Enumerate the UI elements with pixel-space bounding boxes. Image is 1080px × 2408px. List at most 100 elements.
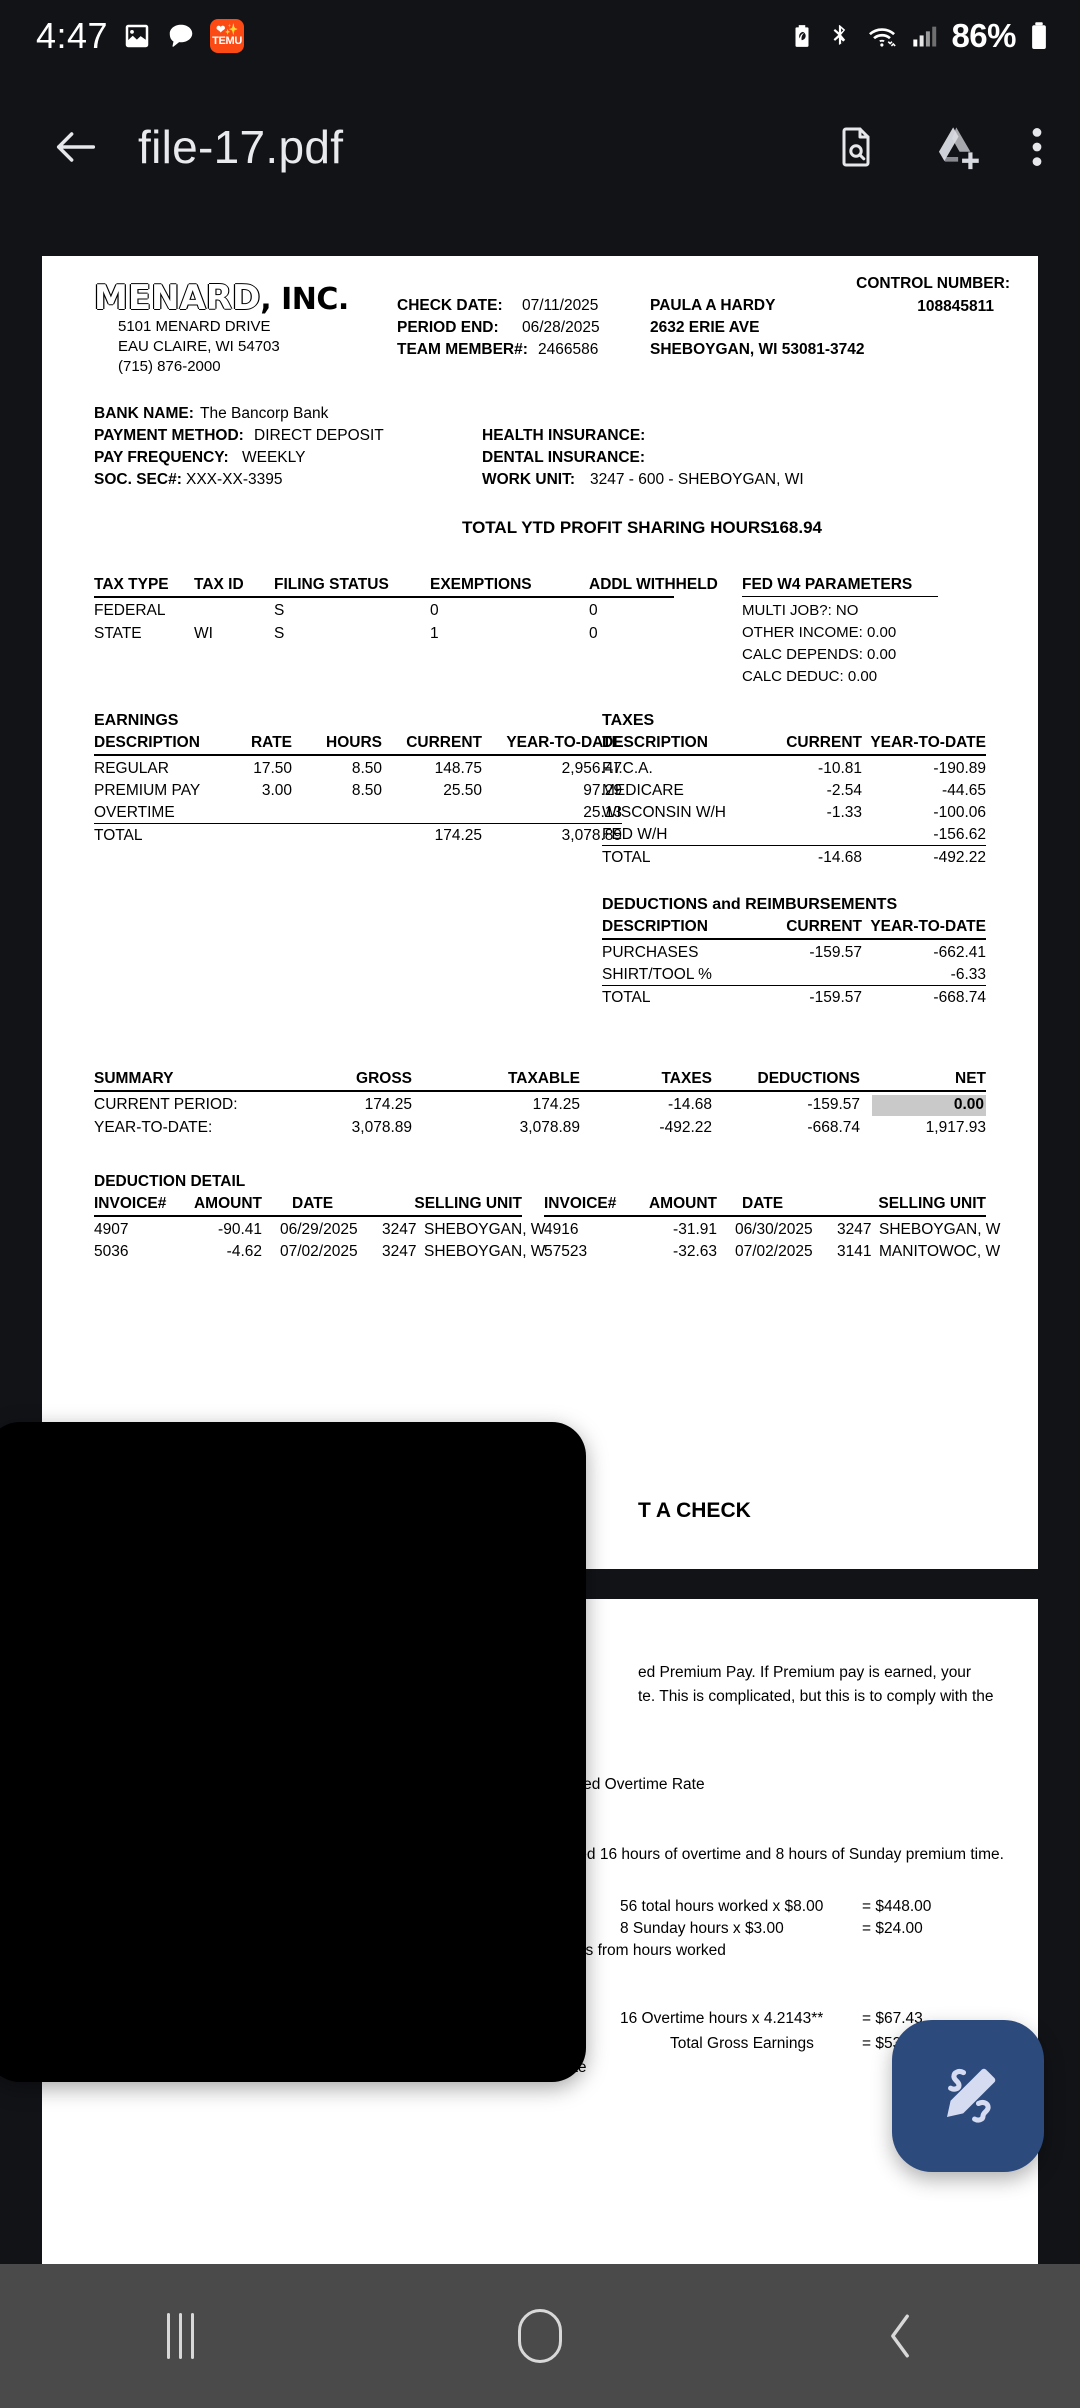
deduction-detail-title: DEDUCTION DETAIL <box>94 1173 246 1190</box>
back-chevron-icon <box>878 2309 922 2363</box>
status-bar: 4:47 ❤✨ TEMU <box>0 0 1080 72</box>
ot-hours-calc: 16 Overtime hours x 4.2143** <box>620 2010 824 2027</box>
home-button[interactable] <box>450 2264 630 2408</box>
taxes-desc-1: MEDICARE <box>602 782 684 799</box>
chat-bubble-icon <box>166 21 196 51</box>
pay-frequency-label: PAY FREQUENCY: <box>94 449 229 466</box>
summary-net-1: 1,917.93 <box>925 1119 986 1136</box>
dd-header-date-r: DATE <box>742 1195 784 1212</box>
summary-gross-1: 3,078.89 <box>351 1119 412 1136</box>
search-document-icon[interactable] <box>832 123 880 171</box>
taxes-desc-0: F.I.C.A. <box>602 760 653 777</box>
summary-header-net: NET <box>955 1070 986 1087</box>
dd-amount-l-0: -90.41 <box>218 1221 262 1238</box>
dd-date-l-0: 06/29/2025 <box>280 1221 358 1238</box>
home-icon <box>518 2309 562 2363</box>
taxes-header-desc: DESCRIPTION <box>602 734 708 751</box>
team-member-label: TEAM MEMBER#: <box>397 341 528 358</box>
deductions-current-0: -159.57 <box>809 944 862 961</box>
dd-invoice-l-1: 5036 <box>94 1243 129 1260</box>
dd-header-unit-l: SELLING UNIT <box>414 1195 522 1212</box>
taxes-current-0: -10.81 <box>818 760 862 777</box>
back-arrow-icon[interactable] <box>50 121 102 173</box>
overflow-menu-icon[interactable] <box>1030 122 1044 172</box>
taxes-total-ytd: -492.22 <box>933 849 986 866</box>
taxes-total-rule <box>602 845 986 846</box>
fed-w4-rule <box>742 596 938 597</box>
taxes-total-label: TOTAL <box>602 849 651 866</box>
summary-header-taxes: TAXES <box>661 1070 712 1087</box>
deductions-header-rule <box>602 938 986 940</box>
tax-row-exemptions-1: 1 <box>430 625 439 642</box>
logo-mark: MENARD <box>94 278 261 318</box>
temu-notification-icon: ❤✨ TEMU <box>210 19 245 53</box>
dd-unit-r-1: MANITOWOC, W <box>879 1243 1001 1260</box>
dd-invoice-r-0: 4916 <box>544 1221 579 1238</box>
earnings-header-rate: RATE <box>250 734 292 751</box>
bluetooth-icon <box>827 21 853 51</box>
earnings-ytd-2: 25.13 <box>583 804 622 821</box>
fed-w4-line-2: CALC DEPENDS: 0.00 <box>742 646 897 663</box>
earnings-desc-0: REGULAR <box>94 760 169 777</box>
pdf-viewer[interactable]: MENARD, INC. 5101 MENARD DRIVE EAU CLAIR… <box>0 222 1080 2264</box>
signature-edit-button[interactable] <box>892 2020 1044 2172</box>
recents-button[interactable] <box>90 2264 270 2408</box>
tax-row-filing-1: S <box>274 625 285 642</box>
employee-street: 2632 ERIE AVE <box>650 319 760 336</box>
dd-invoice-l-0: 4907 <box>94 1221 129 1238</box>
work-unit-value: 3247 - 600 - SHEBOYGAN, WI <box>590 471 804 488</box>
summary-taxable-1: 3,078.89 <box>519 1119 580 1136</box>
period-end-label: PERIOD END: <box>397 319 499 336</box>
earnings-total-current: 174.25 <box>434 827 482 844</box>
deductions-header-ytd: YEAR-TO-DATE <box>870 918 986 935</box>
taxes-total-current: -14.68 <box>818 849 862 866</box>
earnings-hours-0: 8.50 <box>351 760 382 777</box>
taxes-header-ytd: YEAR-TO-DATE <box>870 734 986 751</box>
dd-unitcode-l-0: 3247 <box>382 1221 417 1238</box>
earnings-desc-1: PREMIUM PAY <box>94 782 201 799</box>
earnings-rate-1: 3.00 <box>261 782 292 799</box>
temu-glyph: ❤✨ <box>216 24 239 36</box>
deductions-total-rule <box>602 985 986 986</box>
employee-city-state-zip: SHEBOYGAN, WI 53081-3742 <box>650 341 865 358</box>
dd-unitcode-l-1: 3247 <box>382 1243 417 1260</box>
pdf-page-1[interactable]: MENARD, INC. 5101 MENARD DRIVE EAU CLAIR… <box>42 256 1038 1569</box>
app-bar: file-17.pdf <box>0 72 1080 222</box>
ot-hours-result: = $67.43 <box>862 2010 923 2027</box>
photo-icon <box>122 21 152 51</box>
tax-header-id: TAX ID <box>194 576 244 593</box>
company-phone: (715) 876-2000 <box>118 358 221 375</box>
app-bar-actions <box>832 122 1044 172</box>
company-address-1: 5101 MENARD DRIVE <box>118 318 271 335</box>
control-number-label: CONTROL NUMBER: <box>856 275 1010 292</box>
back-button[interactable] <box>810 2264 990 2408</box>
dd-date-r-1: 07/02/2025 <box>735 1243 813 1260</box>
taxes-desc-3: FED W/H <box>602 826 668 843</box>
dd-unit-r-0: SHEBOYGAN, W <box>879 1221 1001 1238</box>
tax-header-type: TAX TYPE <box>94 576 169 593</box>
dd-unitcode-r-1: 3141 <box>837 1243 872 1260</box>
check-date-label: CHECK DATE: <box>397 297 503 314</box>
tax-row-filing-0: S <box>274 602 285 619</box>
earnings-header-current: CURRENT <box>406 734 482 751</box>
payment-method-label: PAYMENT METHOD: <box>94 427 244 444</box>
check-notice-text: T A CHECK <box>638 1499 751 1522</box>
summary-deductions-1: -668.74 <box>807 1119 860 1136</box>
wifi-icon <box>865 21 899 51</box>
earnings-header-desc: DESCRIPTION <box>94 734 200 751</box>
taxes-header-current: CURRENT <box>786 734 862 751</box>
earnings-ytd-1: 97.29 <box>583 782 622 799</box>
tax-header-addl: ADDL WITHHELD <box>589 576 718 593</box>
premium-note-line-2: te. This is complicated, but this is to … <box>638 1688 994 1705</box>
dd-header-amount-l: AMOUNT <box>193 1195 262 1212</box>
deductions-total-ytd: -668.74 <box>933 989 986 1006</box>
taxes-desc-2: WISCONSIN W/H <box>602 804 726 821</box>
logo-suffix: , INC. <box>260 282 349 317</box>
earnings-header-hours: HOURS <box>326 734 382 751</box>
work-unit-label: WORK UNIT: <box>482 471 575 488</box>
add-to-drive-icon[interactable] <box>930 122 980 172</box>
tax-row-type-1: STATE <box>94 625 142 642</box>
earnings-title: EARNINGS <box>94 712 179 729</box>
dd-unit-l-0: SHEBOYGAN, W <box>424 1221 546 1238</box>
